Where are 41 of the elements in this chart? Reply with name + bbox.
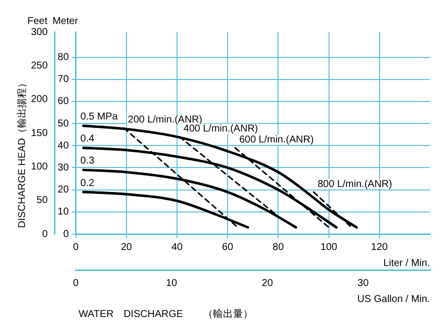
x2-tick-label: 20: [262, 278, 274, 289]
y2-tick-label: 50: [36, 195, 48, 206]
x-tick-label: 60: [222, 242, 234, 253]
y-tick-label: 10: [58, 206, 70, 218]
series-label: 800 L/min.(ANR): [318, 178, 392, 190]
text: WATER DISCHARGE （輸出量）: [78, 308, 254, 320]
series-label: 0.3: [80, 156, 95, 167]
y2-axis-title: Feet: [27, 16, 48, 27]
series-label: 0.5 MPa: [80, 112, 118, 123]
series-label: 600 L/min.(ANR): [239, 134, 314, 146]
x-tick-label: 40: [171, 242, 184, 253]
y2-tick-label: 200: [30, 94, 48, 106]
y2-tick-label: 250: [30, 60, 48, 72]
series-label: 200 L/min.(ANR): [128, 114, 202, 126]
y-tick-label: 70: [58, 74, 70, 86]
x-tick-label: 0: [73, 242, 80, 253]
x-axis-title: Liter / Min.: [383, 258, 430, 269]
x-tick-label: 20: [120, 242, 132, 253]
series-label: 0.4: [80, 134, 95, 145]
y-tick-label: 50: [58, 118, 70, 130]
y-tick-label: 60: [58, 96, 70, 108]
x-tick-label: 120: [371, 242, 388, 253]
text: DISCHARGE HEAD（輸出揚程）: [16, 78, 28, 228]
y2-tick-label: 0: [42, 228, 48, 240]
y-tick-label: 80: [58, 52, 70, 64]
x-tick-label: 100: [320, 242, 338, 253]
y2-tick-label: 150: [30, 128, 48, 139]
y-tick-label: 30: [58, 162, 70, 174]
y-tick-label: 20: [58, 184, 70, 196]
y-tick-label: 40: [58, 140, 70, 152]
y2-tick-label: 300: [30, 26, 48, 38]
y2-tick-label: 100: [30, 161, 48, 172]
series-label: 0.2: [80, 178, 95, 189]
x2-axis-title: US Gallon / Min.: [357, 294, 430, 305]
x2-tick-label: 30: [358, 278, 370, 289]
y-tick-label: 0: [63, 228, 70, 240]
x-tick-label: 80: [272, 242, 284, 253]
x2-tick-label: 0: [73, 278, 80, 289]
series-label: 400 L/min.(ANR): [184, 124, 258, 135]
x2-tick-label: 10: [166, 278, 178, 289]
y-axis-title: Meter: [52, 16, 79, 27]
